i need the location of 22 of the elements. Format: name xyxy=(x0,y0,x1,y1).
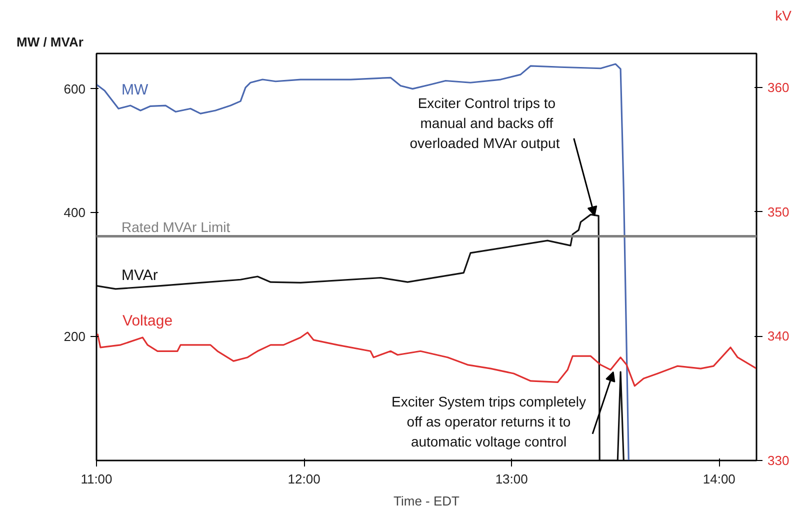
x-tick-label: 14:00 xyxy=(702,472,736,486)
y2-axis-title: kV xyxy=(775,8,792,24)
y2-tick-label: 330 xyxy=(768,453,790,468)
line-series xyxy=(96,63,630,460)
y-tick-label: 200 xyxy=(64,329,86,344)
x-axis-title: Time - EDT xyxy=(394,494,460,508)
annotation: Exciter System trips completely off as operator returns it to automatic voltage control xyxy=(392,393,586,450)
series-label: MVAr xyxy=(122,266,158,284)
y2-tick-label: 360 xyxy=(768,80,790,96)
x-tick-label: 11:00 xyxy=(80,472,112,486)
series-label: Voltage xyxy=(122,312,173,330)
series-label: MW xyxy=(122,81,149,98)
y-tick-label: 400 xyxy=(64,205,86,220)
y2-tick-label: 340 xyxy=(768,328,790,344)
x-tick-label: 13:00 xyxy=(495,472,528,486)
x-tick-label: 12:00 xyxy=(288,472,320,486)
y-axis-title: MW / MVAr xyxy=(16,34,84,50)
ref-line-label: Rated MVAr Limit xyxy=(122,219,230,236)
line-series xyxy=(96,332,756,387)
y-tick-label: 600 xyxy=(64,81,86,96)
y2-tick-label: 350 xyxy=(768,204,790,220)
annotation: Exciter Control trips to manual and backs off overloaded MVAr output xyxy=(410,94,560,151)
